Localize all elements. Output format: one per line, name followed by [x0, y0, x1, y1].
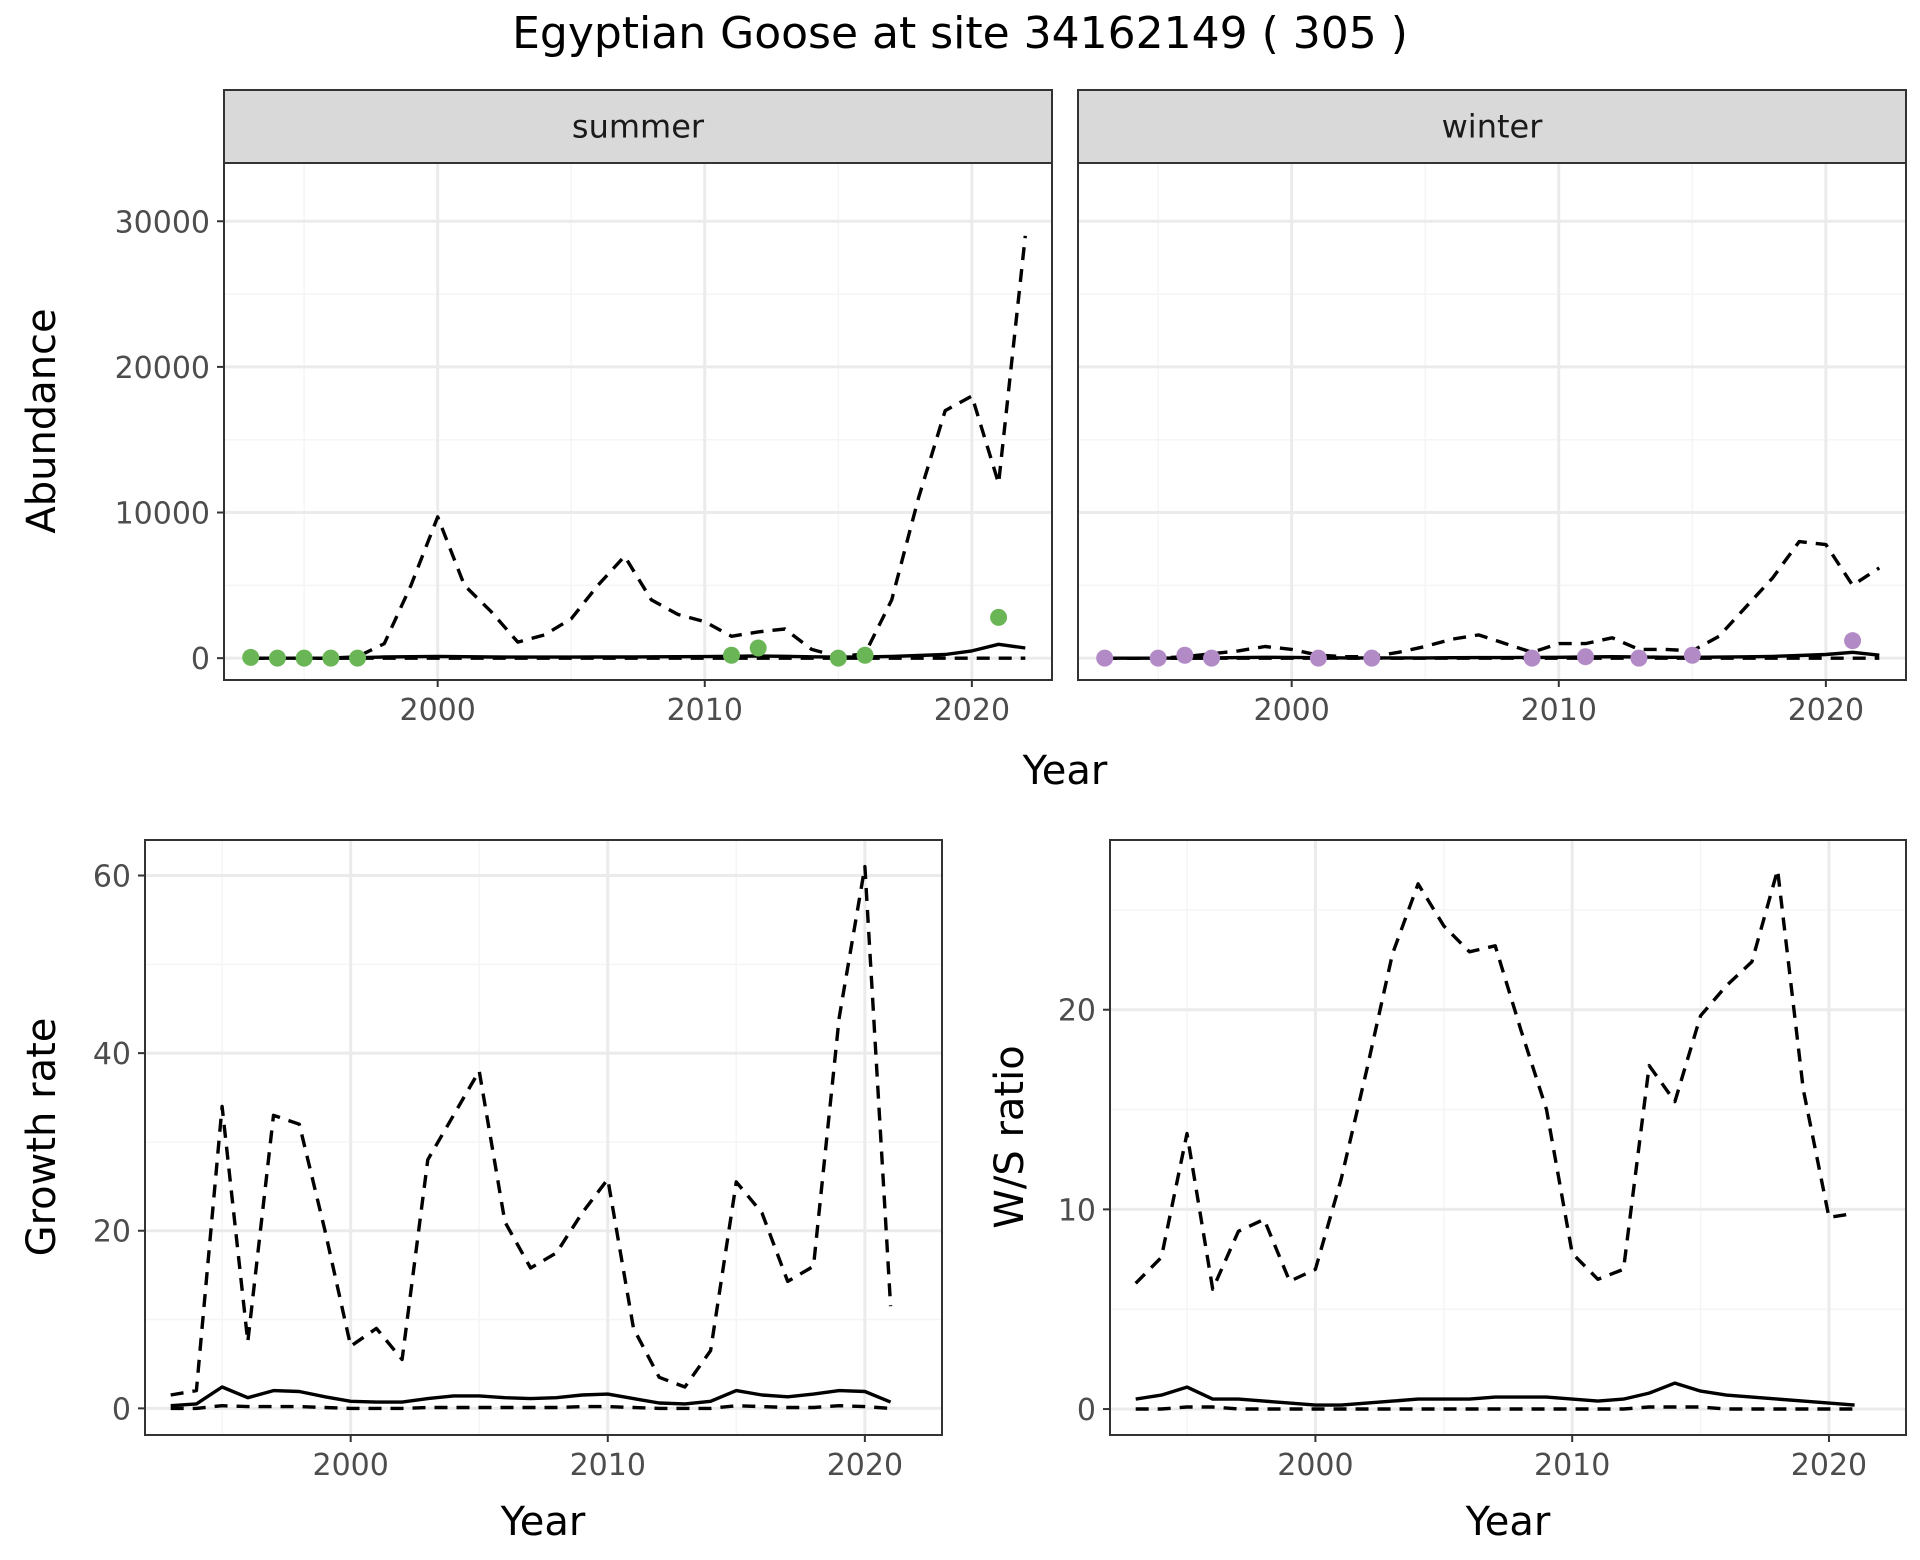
panel-growth_rate: 2000 2010 2020 0 20 40 60 Growth rate Year	[19, 839, 943, 1545]
y-tick-label: 20	[93, 1215, 131, 1250]
data-point	[1683, 646, 1701, 664]
x-tick-label: 2020	[934, 693, 1010, 728]
data-point	[1203, 649, 1221, 667]
y-axis-title: Abundance	[19, 308, 65, 533]
x-tick-label: 2010	[570, 1448, 646, 1483]
point-group	[1096, 632, 1862, 667]
y-tick-label: 10000	[115, 497, 210, 532]
x-tick-label: 2000	[312, 1448, 388, 1483]
series-line-solid-1	[1135, 1381, 1855, 1407]
y-tick-label: 0	[1077, 1393, 1096, 1428]
y-tick-label: 10	[1058, 1193, 1096, 1228]
y-tick-label: 0	[112, 1392, 131, 1427]
x-tick-label: 2020	[1788, 693, 1864, 728]
series-group	[170, 864, 893, 1411]
data-point	[322, 649, 340, 667]
data-point	[990, 608, 1008, 626]
series-group	[1134, 868, 1855, 1411]
y-tick-label: 0	[191, 642, 210, 677]
series-line-dashed-2	[1134, 868, 1855, 1291]
data-point	[1363, 649, 1381, 667]
panel-background	[1110, 840, 1906, 1435]
y-axis-title: Growth rate	[19, 1018, 65, 1257]
data-point	[268, 649, 286, 667]
data-point	[1523, 649, 1541, 667]
series-line-dashed-3	[170, 1404, 891, 1411]
data-point	[1576, 648, 1594, 666]
series-line-dashed-2	[170, 864, 893, 1397]
x-tick-label: 2010	[667, 693, 743, 728]
data-point	[749, 639, 767, 657]
figure-title: Egyptian Goose at site 34162149 ( 305 )	[512, 8, 1408, 59]
data-point	[1630, 649, 1648, 667]
panel-abundance_summer: summer 2000 2010 2020 0 10000 20000 30000 Abunda…	[19, 89, 1053, 728]
panel-background	[145, 840, 942, 1435]
facet-strip-label: summer	[572, 108, 705, 146]
x-tick-label: 2000	[1277, 1448, 1353, 1483]
panel-border	[1109, 839, 1907, 1436]
y-tick-label: 30000	[115, 205, 210, 240]
data-point	[829, 649, 847, 667]
series-line-solid-1	[250, 642, 1026, 660]
facet-strip	[223, 89, 1053, 164]
x-tick-label: 2010	[1534, 1448, 1610, 1483]
y-tick-label: 40	[93, 1037, 131, 1072]
panel-background	[224, 163, 1052, 680]
data-point	[1149, 649, 1167, 667]
x-axis-title: Year	[1465, 1499, 1551, 1545]
data-point	[349, 649, 367, 667]
panel-background	[1078, 163, 1906, 680]
facet-strip	[1077, 89, 1907, 164]
x-tick-label: 2010	[1521, 693, 1597, 728]
y-tick-label: 20000	[115, 351, 210, 386]
panel-ws_ratio: 2000 2010 2020 0 10 20 W/S ratio Year	[987, 839, 1907, 1545]
facet-strip-label: winter	[1442, 108, 1544, 146]
point-group	[242, 608, 1008, 667]
y-tick-label: 20	[1058, 994, 1096, 1029]
x-tick-label: 2020	[1791, 1448, 1867, 1483]
x-axis-title-shared: Year	[1022, 748, 1108, 794]
data-point	[1096, 649, 1114, 667]
x-tick-label: 2000	[399, 693, 475, 728]
series-line-dashed-3	[1135, 1405, 1855, 1411]
data-point	[242, 648, 260, 666]
data-point	[295, 649, 313, 667]
series-line-solid-1	[170, 1385, 892, 1408]
x-tick-label: 2020	[827, 1448, 903, 1483]
data-point	[1844, 632, 1862, 650]
data-point	[1309, 649, 1327, 667]
x-axis-title: Year	[500, 1499, 586, 1545]
x-tick-label: 2000	[1253, 693, 1329, 728]
y-axis-title: W/S ratio	[987, 1045, 1033, 1228]
series-line-dashed-2	[250, 235, 1027, 660]
data-point	[722, 646, 740, 664]
data-point	[856, 646, 874, 664]
data-point	[1176, 646, 1194, 664]
panel-abundance_winter: winter 2000 2010 2020	[1077, 89, 1907, 728]
y-tick-label: 60	[93, 860, 131, 895]
panel-border	[144, 839, 943, 1436]
